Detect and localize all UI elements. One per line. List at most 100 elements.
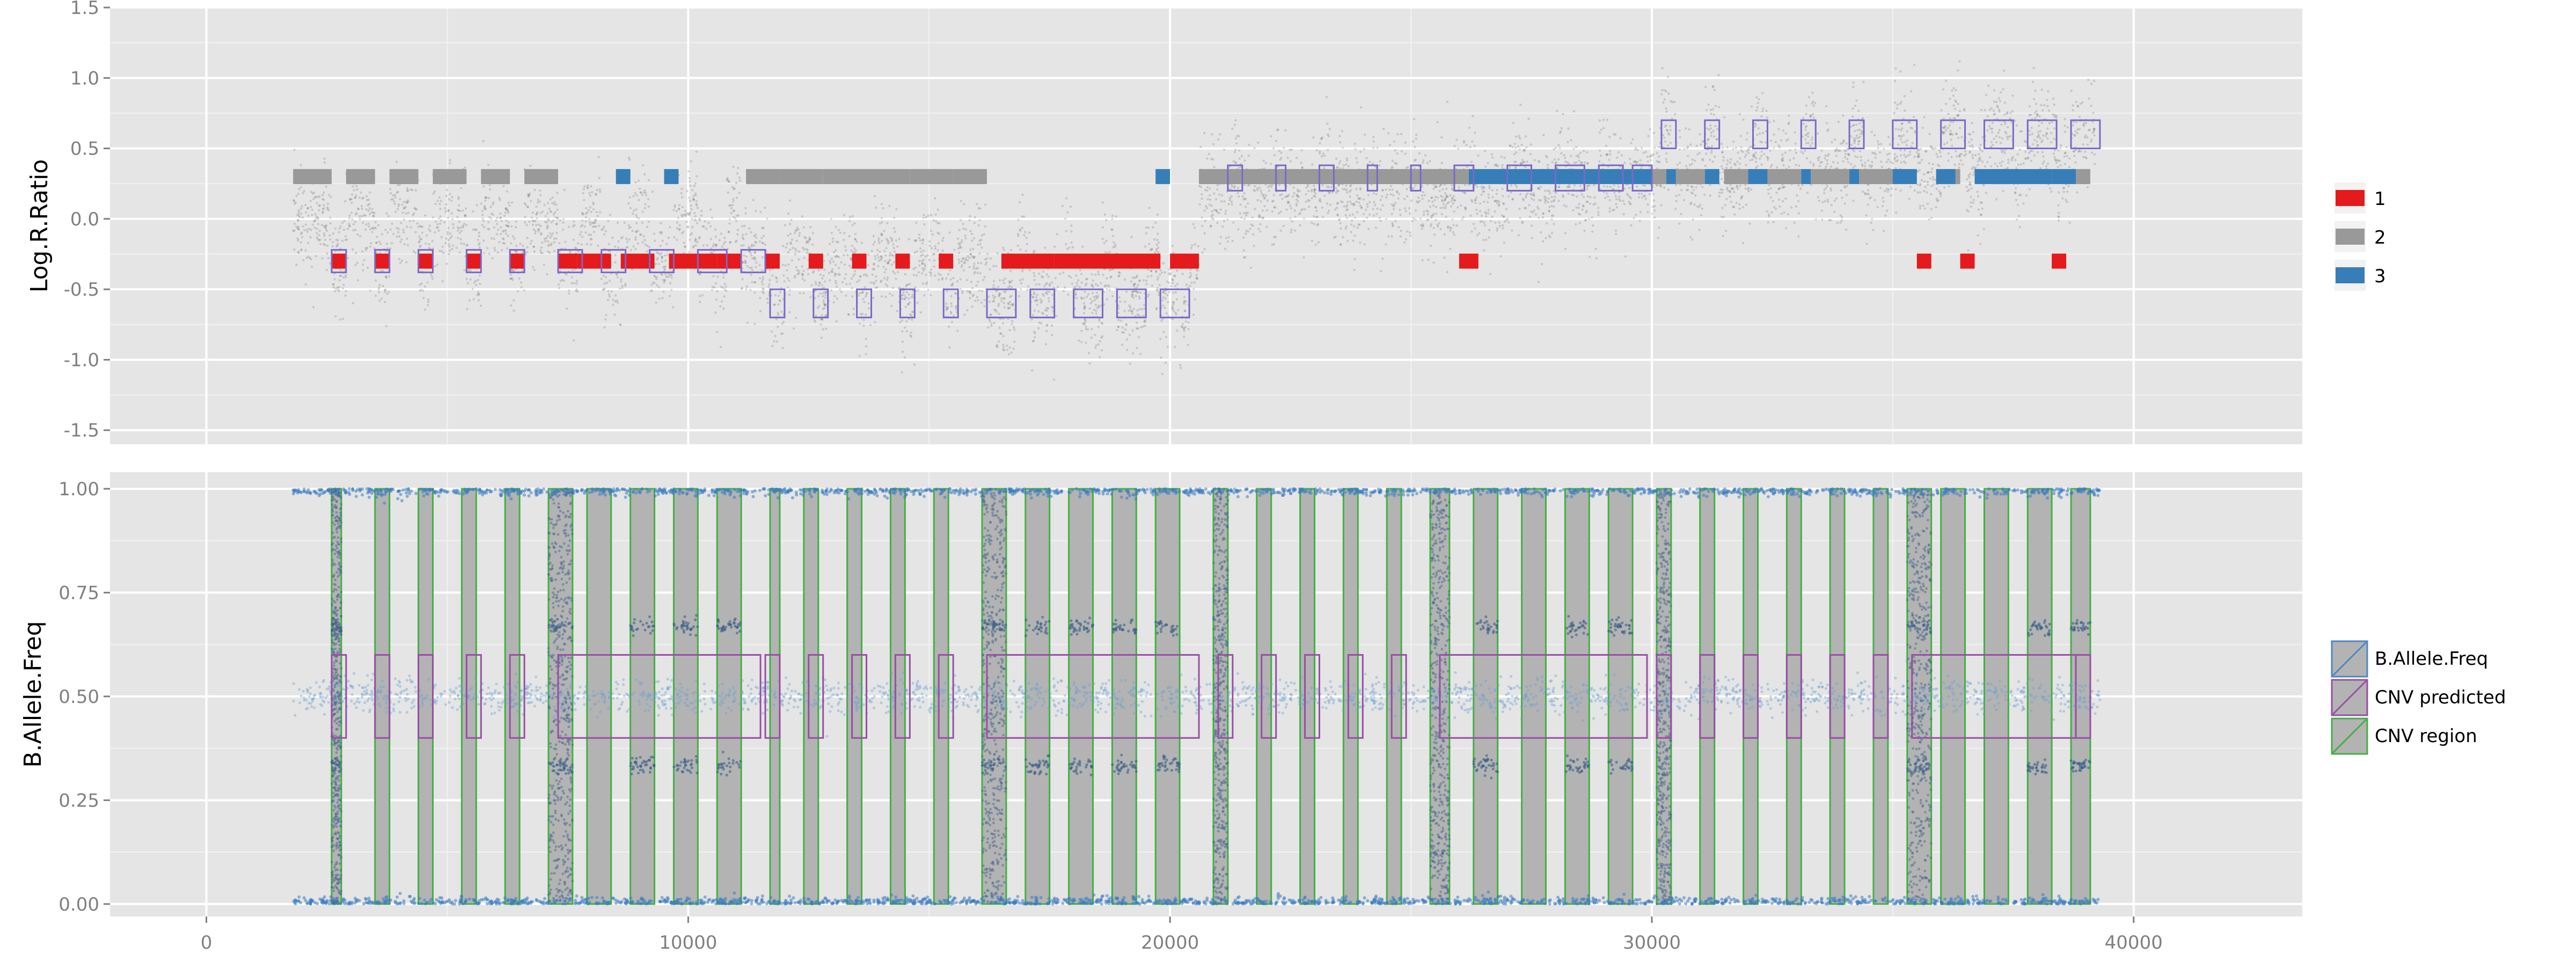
lrr-point: [1385, 243, 1387, 245]
lrr-point: [1773, 120, 1775, 122]
lrr-point: [1916, 151, 1918, 153]
lrr-point: [1188, 321, 1190, 324]
lrr-point: [1949, 118, 1951, 120]
lrr-point: [396, 236, 398, 238]
lrr-point: [1231, 186, 1233, 188]
lrr-point: [1265, 194, 1267, 196]
lrr-point: [330, 196, 332, 198]
lrr-point: [1713, 113, 1715, 115]
lrr-point: [1477, 155, 1479, 157]
lrr-point: [986, 258, 988, 260]
lrr-point: [1968, 151, 1971, 153]
lrr-point: [849, 283, 851, 285]
lrr-point: [856, 281, 858, 283]
lrr-point: [544, 240, 546, 242]
lrr-point: [981, 290, 983, 292]
lrr-point: [1345, 189, 1348, 191]
lrr-point: [1051, 334, 1053, 336]
lrr-point: [2037, 144, 2039, 146]
lrr-point: [1406, 195, 1408, 197]
lrr-point: [1544, 189, 1546, 192]
lrr-point: [962, 257, 964, 259]
lrr-point: [329, 238, 331, 240]
lrr-point: [1501, 156, 1503, 158]
lrr-point: [865, 345, 867, 347]
lrr-point: [863, 287, 866, 289]
lrr-point: [1582, 204, 1584, 207]
lrr-point: [431, 275, 433, 277]
lrr-point: [480, 202, 482, 204]
lrr-point: [1321, 155, 1323, 157]
lrr-point: [303, 229, 305, 231]
lrr-point: [1860, 133, 1862, 135]
lrr-point: [689, 239, 691, 241]
lrr-point: [1426, 213, 1429, 215]
lrr-point: [1581, 194, 1583, 196]
lrr-point: [755, 241, 757, 244]
lrr-point: [1481, 215, 1483, 217]
lrr-point: [1209, 194, 1211, 196]
lrr-point: [852, 308, 854, 310]
lrr-point: [1159, 284, 1161, 286]
lrr-point: [964, 234, 966, 237]
lrr-point: [823, 287, 825, 289]
lrr-point: [1349, 201, 1351, 203]
lrr-point: [2076, 192, 2078, 194]
lrr-point: [465, 224, 467, 226]
lrr-point: [745, 233, 747, 235]
lrr-point: [1412, 141, 1414, 143]
lrr-point: [973, 237, 975, 239]
lrr-point: [681, 196, 683, 198]
lrr-point: [955, 308, 957, 310]
lrr-point: [1977, 195, 1979, 197]
lrr-point: [343, 229, 345, 231]
lrr-point: [670, 276, 672, 278]
lrr-point: [1221, 194, 1223, 196]
lrr-point: [333, 286, 335, 288]
lrr-point: [589, 221, 591, 223]
lrr-point: [1794, 222, 1796, 224]
lrr-point: [394, 194, 396, 196]
lrr-point: [502, 230, 504, 232]
lrr-point: [1761, 110, 1763, 112]
lrr-point: [941, 239, 943, 241]
lrr-point: [621, 236, 624, 238]
lrr-point: [1796, 194, 1798, 196]
lrr-point: [2046, 132, 2048, 134]
lrr-point: [703, 225, 705, 228]
lrr-point: [492, 201, 494, 203]
lrr-point: [905, 320, 908, 322]
lrr-point: [297, 193, 299, 195]
lrr-point: [369, 213, 371, 215]
lrr-point: [1043, 295, 1045, 297]
lrr-point: [694, 244, 697, 246]
lrr-point: [978, 289, 980, 291]
lrr-point: [1775, 141, 1777, 143]
lrr-point: [546, 226, 548, 228]
lrr-point: [1746, 132, 1748, 134]
lrr-point: [352, 185, 354, 187]
lrr-point: [2007, 138, 2009, 140]
lrr-point: [1445, 204, 1447, 207]
lrr-point: [836, 285, 838, 288]
lrr-point: [1581, 208, 1583, 210]
lrr-point: [1159, 338, 1161, 340]
lrr-point: [407, 212, 409, 214]
lrr-point: [1380, 199, 1382, 201]
lrr-point: [1506, 218, 1509, 220]
lrr-point: [448, 198, 450, 200]
lrr-point: [1377, 146, 1379, 149]
lrr-point: [2003, 113, 2006, 115]
lrr-point: [735, 182, 737, 184]
lrr-point: [1555, 162, 1557, 164]
lrr-point: [1943, 186, 1945, 188]
lrr-point: [1432, 227, 1435, 229]
lrr-point: [1256, 199, 1258, 201]
lrr-point: [1271, 210, 1274, 212]
lrr-point: [631, 268, 633, 270]
lrr-point: [1080, 329, 1082, 332]
lrr-point: [1415, 137, 1417, 140]
lrr-point: [1294, 209, 1296, 211]
lrr-point: [1687, 185, 1689, 187]
lrr-point: [399, 198, 401, 200]
